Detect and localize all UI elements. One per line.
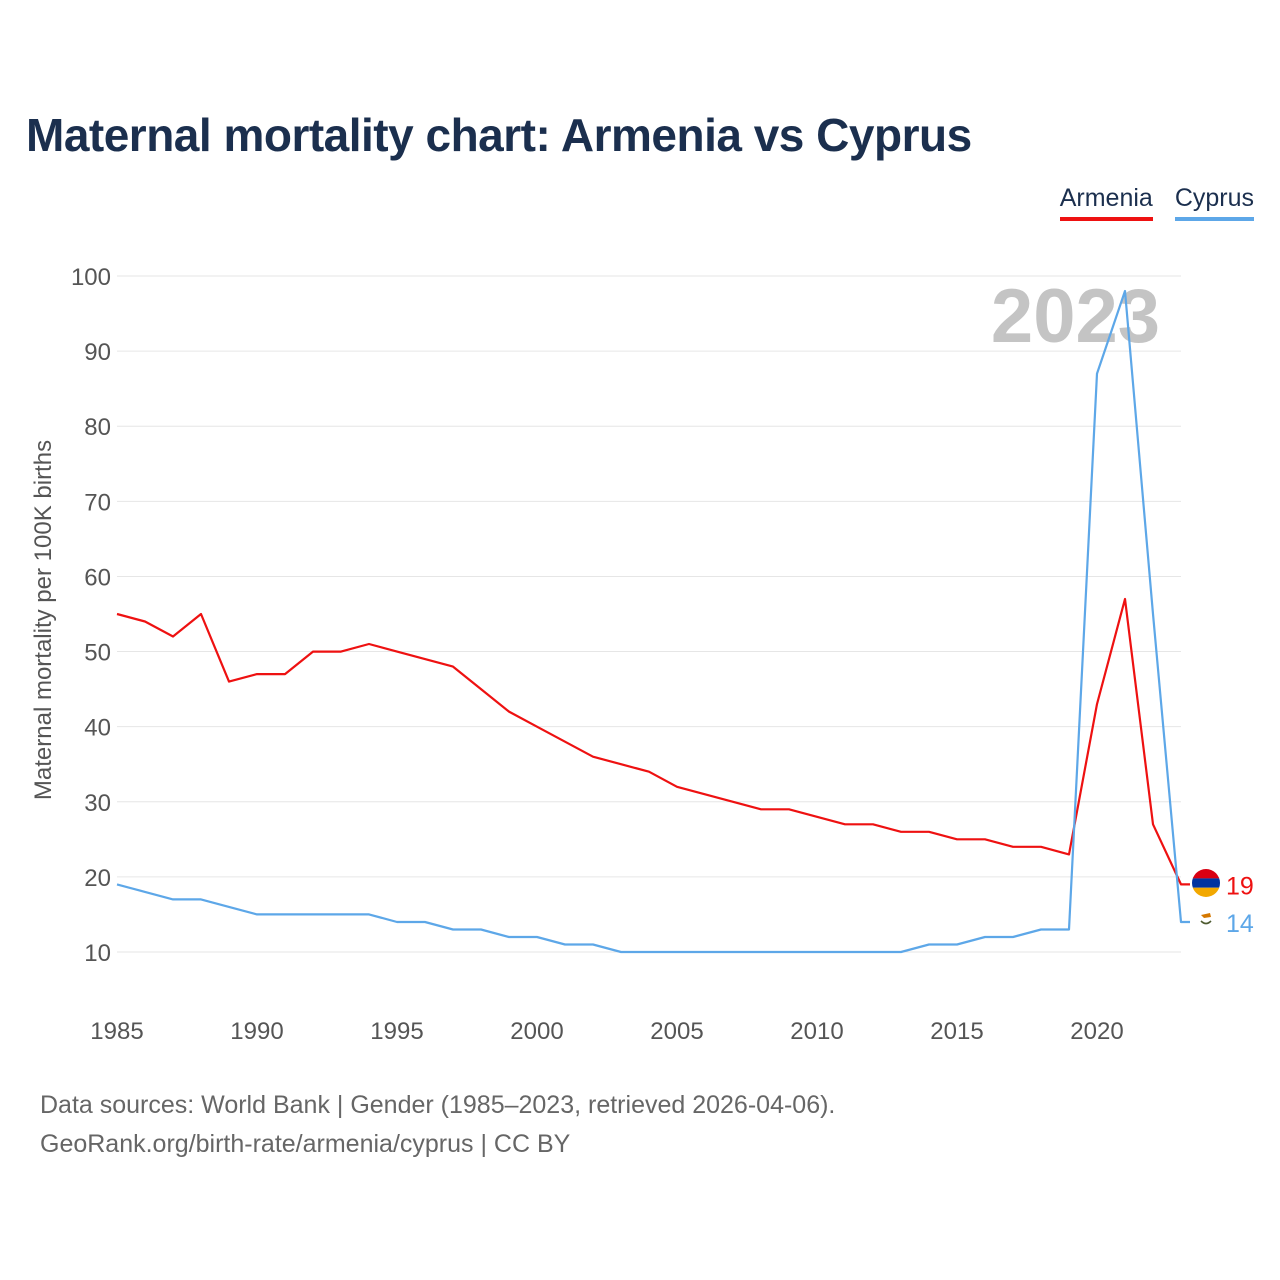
armenia-flag-icon	[1192, 869, 1220, 897]
page-title: Maternal mortality chart: Armenia vs Cyp…	[26, 109, 972, 161]
footer: Data sources: World Bank | Gender (1985–…	[40, 1086, 835, 1164]
year-watermark: 2023	[991, 274, 1160, 359]
y-tick-label: 60	[84, 564, 111, 591]
x-tick-label: 2010	[790, 1018, 843, 1045]
y-tick-label: 30	[84, 790, 111, 817]
y-tick-label: 40	[84, 715, 111, 742]
footer-source: Data sources: World Bank | Gender (1985–…	[40, 1091, 836, 1119]
cyprus-flag-icon	[1196, 909, 1216, 929]
legend-item-armenia[interactable]: Armenia	[1059, 184, 1153, 221]
x-tick-label: 1990	[230, 1018, 283, 1045]
x-tick-label: 1985	[90, 1018, 143, 1045]
footer-credit: GeoRank.org/birth-rate/armenia/cyprus | …	[40, 1130, 571, 1158]
x-axis: 1985 1990 1995 2000 2005 2010 2015 2020	[90, 1018, 1123, 1045]
y-tick-label: 90	[84, 339, 111, 366]
y-tick-label: 80	[84, 414, 111, 441]
end-label-armenia: 19	[1226, 872, 1254, 900]
x-tick-label: 2015	[930, 1018, 983, 1045]
series-lines	[116, 289, 1190, 954]
end-label-cyprus: 14	[1226, 910, 1254, 938]
y-tick-label: 70	[84, 489, 111, 516]
y-tick-label: 100	[71, 264, 111, 291]
y-axis: 10 20 30 40 50 60 70 80 90 100	[71, 264, 111, 967]
end-flags	[1192, 869, 1220, 929]
series-line-armenia	[116, 597, 1190, 886]
x-tick-label: 2020	[1070, 1018, 1123, 1045]
legend-item-cyprus[interactable]: Cyprus	[1174, 184, 1254, 221]
y-axis-label: Maternal mortality per 100K births	[30, 440, 57, 800]
legend: Armenia Cyprus	[1059, 184, 1254, 221]
series-line-cyprus	[116, 289, 1190, 954]
gridlines	[117, 275, 1181, 953]
x-tick-label: 1995	[370, 1018, 423, 1045]
x-tick-label: 2005	[650, 1018, 703, 1045]
x-tick-label: 2000	[510, 1018, 563, 1045]
y-tick-label: 20	[84, 865, 111, 892]
y-tick-label: 50	[84, 640, 111, 667]
y-tick-label: 10	[84, 940, 111, 967]
